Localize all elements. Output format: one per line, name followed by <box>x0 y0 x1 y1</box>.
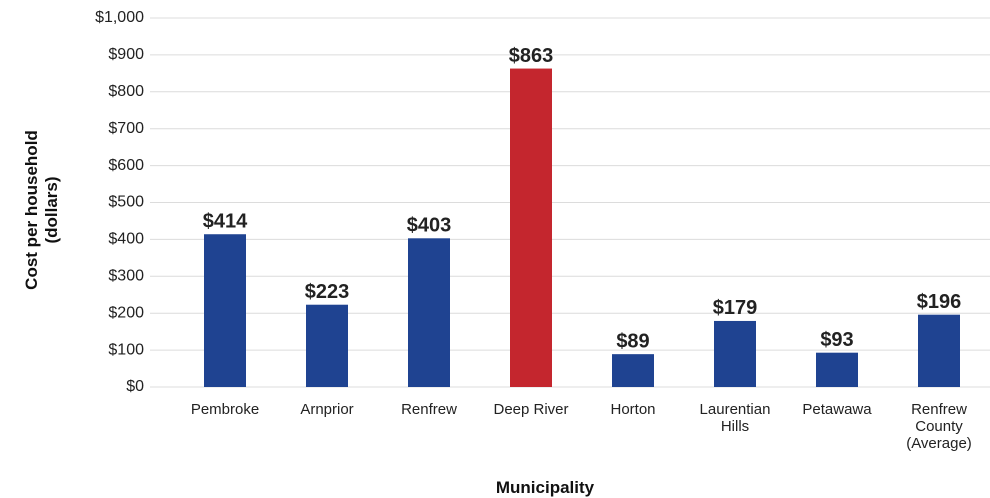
data-label: $223 <box>305 281 350 303</box>
data-label: $414 <box>203 211 248 233</box>
y-tick-label: $1,000 <box>95 9 144 26</box>
y-tick-label: $0 <box>126 378 144 395</box>
data-label: $93 <box>820 329 853 351</box>
y-axis-label: Cost per household (dollars) <box>22 130 61 290</box>
y-tick-label: $300 <box>108 268 144 285</box>
data-label: $403 <box>407 215 452 237</box>
data-label: $179 <box>713 297 758 319</box>
bar <box>306 304 348 387</box>
bar <box>204 234 246 387</box>
x-tick-label: Petawawa <box>802 401 872 418</box>
x-tick-label: Horton <box>610 401 656 418</box>
bar <box>714 320 756 387</box>
y-tick-label: $200 <box>108 304 144 321</box>
x-tick-label: Pembroke <box>190 401 260 418</box>
data-label: $196 <box>917 291 962 313</box>
y-tick-label: $800 <box>108 83 144 100</box>
x-tick-label: Laurentian Hills <box>699 401 771 435</box>
y-tick-label: $900 <box>108 46 144 63</box>
x-axis-label: Municipality <box>495 478 595 497</box>
y-tick-label: $700 <box>108 120 144 137</box>
y-tick-label: $400 <box>108 231 144 248</box>
bar <box>918 314 960 387</box>
y-tick-label: $600 <box>108 157 144 174</box>
x-tick-label: Arnprior <box>300 401 354 418</box>
y-tick-label: $500 <box>108 194 144 211</box>
data-label: $863 <box>509 45 554 67</box>
data-label: $89 <box>616 330 649 352</box>
bar <box>612 354 654 387</box>
bar <box>408 238 450 387</box>
x-tick-label: Deep River <box>493 401 569 418</box>
x-tick-label: Renfrew <box>401 401 457 418</box>
y-tick-label: $100 <box>108 341 144 358</box>
x-tick-label: Renfrew County (Average) <box>906 401 972 452</box>
bar <box>510 68 552 387</box>
bar <box>816 352 858 387</box>
